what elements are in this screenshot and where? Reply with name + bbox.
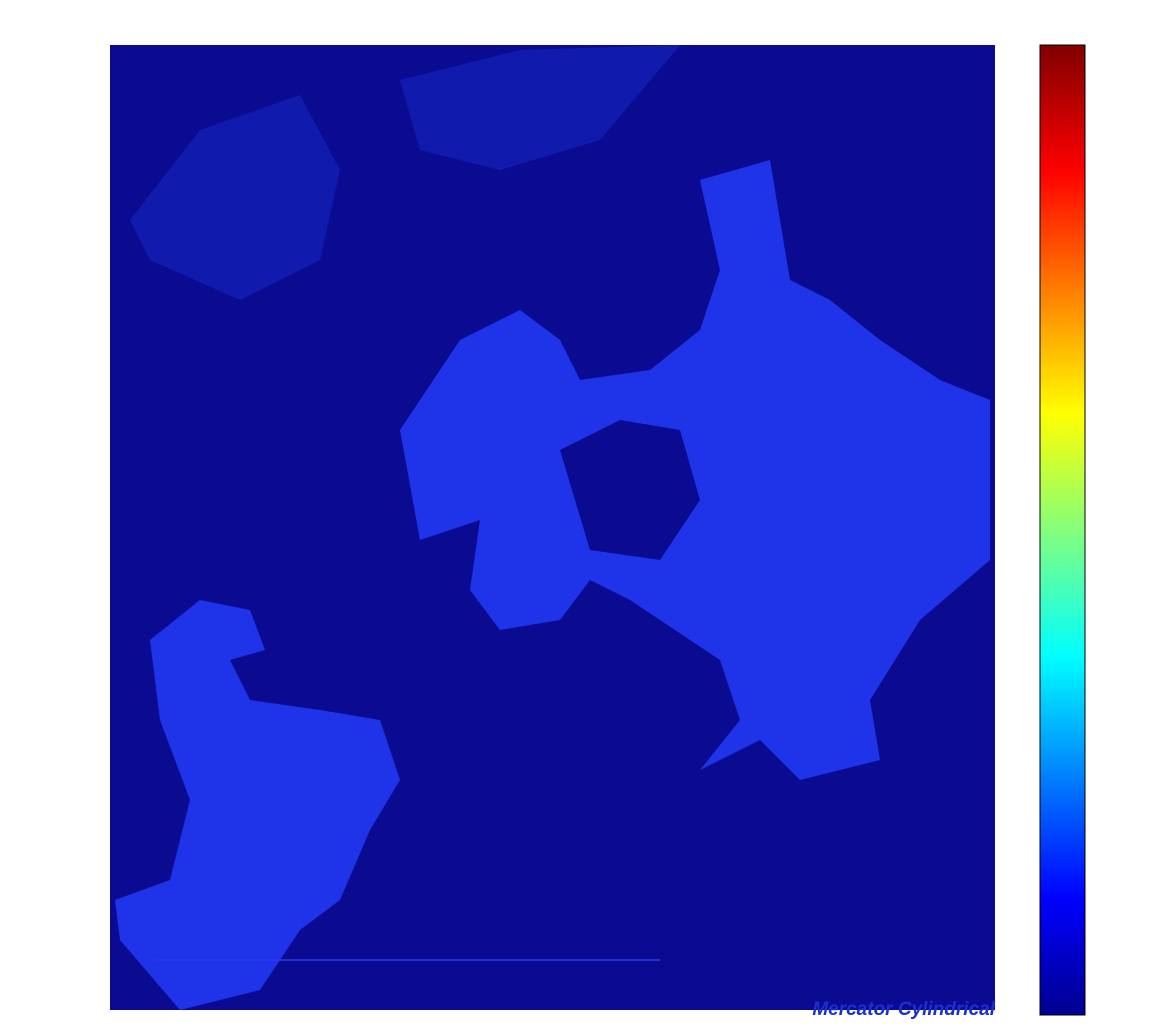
region <box>560 420 700 560</box>
region <box>115 600 400 1010</box>
region <box>400 160 990 780</box>
region <box>130 95 340 300</box>
colorbar <box>1039 44 1086 1016</box>
projection-label: Mercator Cylindrical <box>812 999 995 1020</box>
region <box>400 45 680 170</box>
raster <box>110 45 995 1010</box>
